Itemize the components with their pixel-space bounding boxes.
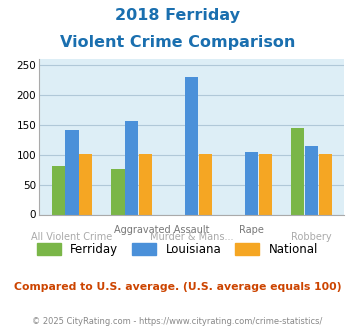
- Text: All Violent Crime: All Violent Crime: [31, 232, 113, 243]
- Bar: [51, 166, 65, 214]
- Bar: [305, 147, 318, 214]
- Bar: [79, 154, 92, 214]
- Text: © 2025 CityRating.com - https://www.cityrating.com/crime-statistics/: © 2025 CityRating.com - https://www.city…: [32, 317, 323, 326]
- Bar: [139, 154, 152, 214]
- Text: Violent Crime Comparison: Violent Crime Comparison: [60, 35, 295, 50]
- Text: Compared to U.S. average. (U.S. average equals 100): Compared to U.S. average. (U.S. average …: [14, 282, 341, 292]
- Text: Robbery: Robbery: [291, 232, 332, 243]
- Text: Rape: Rape: [239, 225, 264, 235]
- Bar: [245, 152, 258, 214]
- Text: Aggravated Assault: Aggravated Assault: [114, 225, 209, 235]
- Bar: [65, 130, 78, 214]
- Text: 2018 Ferriday: 2018 Ferriday: [115, 8, 240, 23]
- Bar: [291, 128, 304, 214]
- Legend: Ferriday, Louisiana, National: Ferriday, Louisiana, National: [32, 238, 323, 260]
- Bar: [111, 169, 125, 214]
- Bar: [259, 154, 272, 214]
- Bar: [318, 154, 332, 214]
- Bar: [199, 154, 212, 214]
- Bar: [185, 77, 198, 214]
- Bar: [125, 121, 138, 214]
- Text: Murder & Mans...: Murder & Mans...: [150, 232, 234, 243]
